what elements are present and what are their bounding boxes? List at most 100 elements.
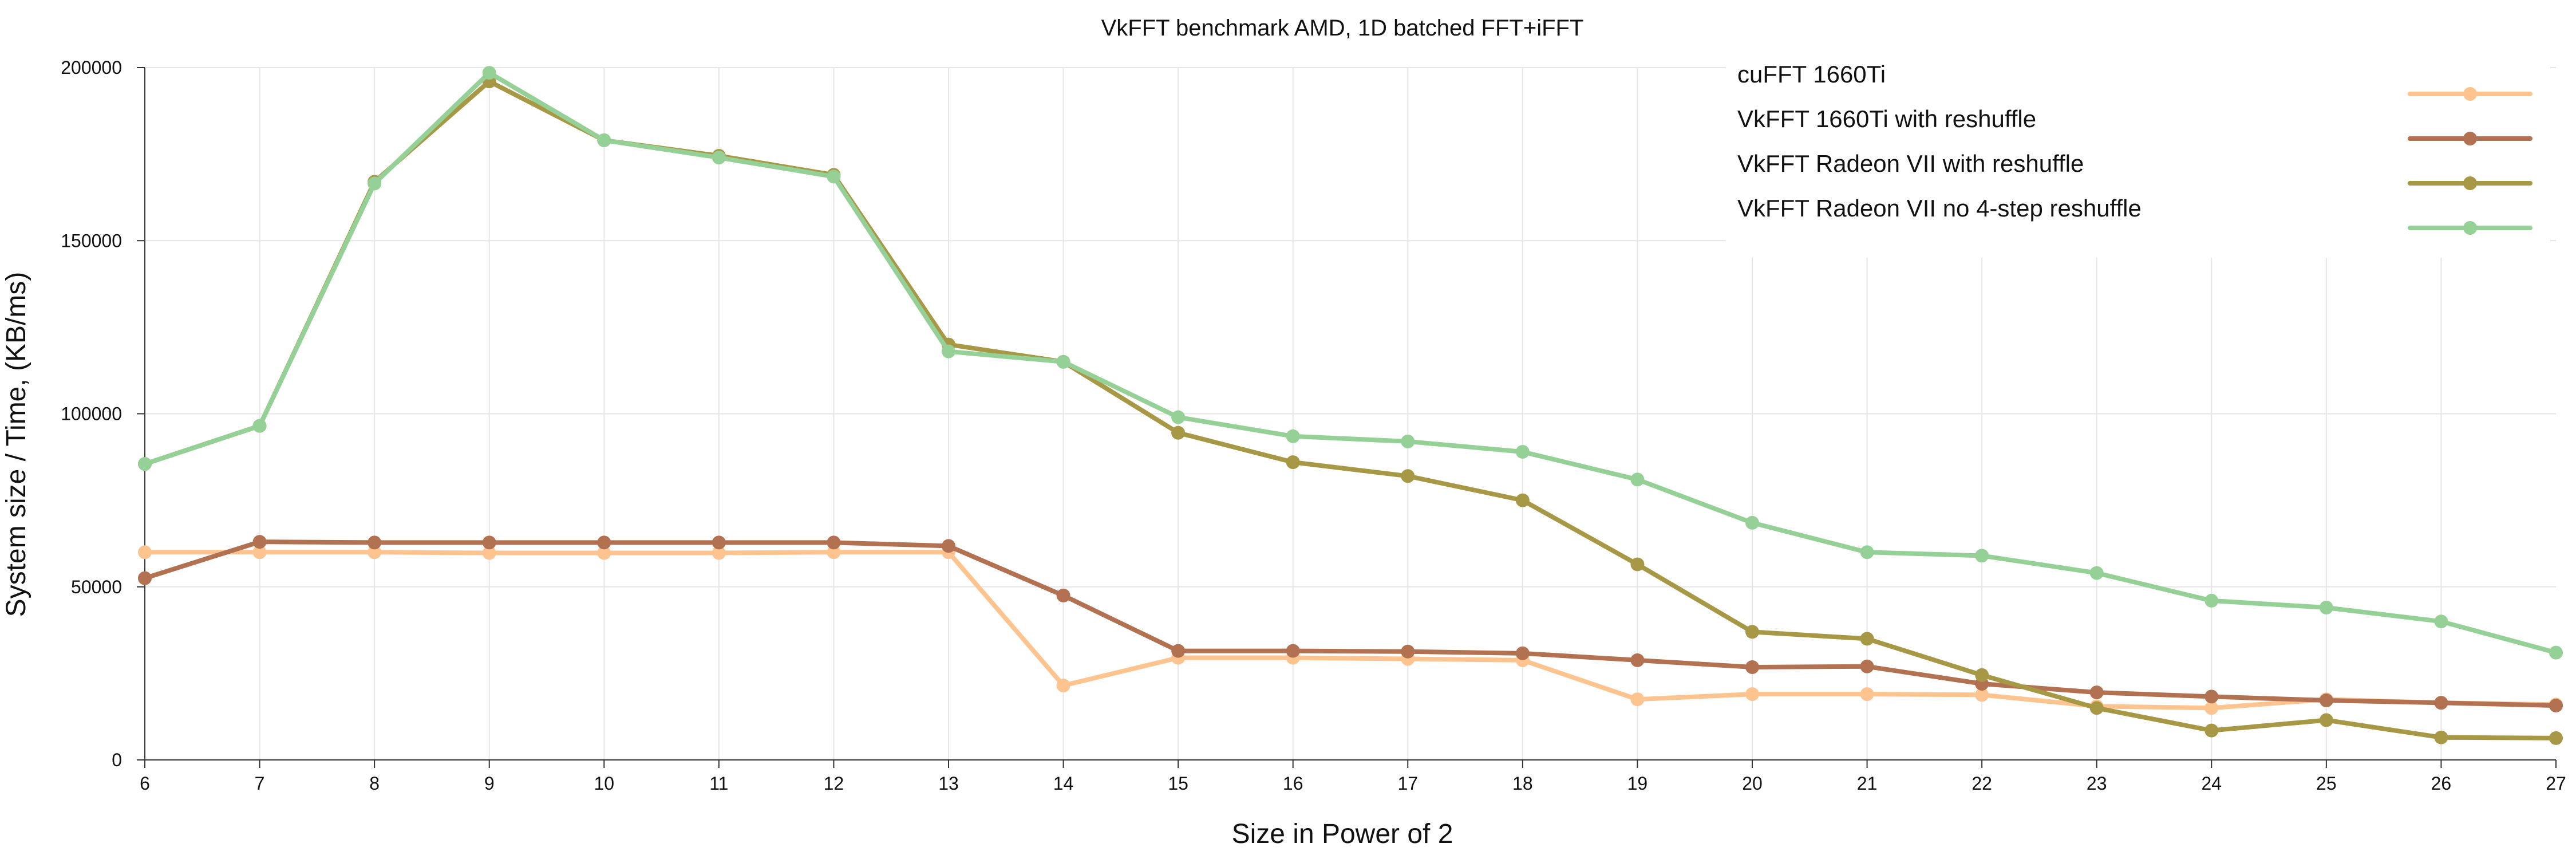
data-point <box>1401 434 1415 448</box>
x-tick-label: 7 <box>255 773 265 794</box>
series-line <box>143 70 2558 655</box>
data-point <box>1401 469 1415 483</box>
legend-swatch-marker <box>2463 176 2477 190</box>
x-tick-label: 25 <box>2316 773 2337 794</box>
data-point <box>482 546 496 560</box>
data-point <box>252 419 267 433</box>
data-point <box>712 546 726 560</box>
y-axis-label: System size / Time, (KB/ms) <box>1 272 31 617</box>
legend-label: VkFFT Radeon VII no 4-step reshuffle <box>1737 195 2142 222</box>
data-point <box>827 535 841 550</box>
chart-title: VkFFT benchmark AMD, 1D batched FFT+iFFT <box>1101 15 1584 41</box>
data-point <box>2204 701 2219 715</box>
data-point <box>252 535 267 549</box>
x-tick-label: 13 <box>938 773 959 794</box>
grid <box>145 67 2556 760</box>
data-point <box>2089 566 2104 580</box>
data-point <box>482 66 496 80</box>
data-point <box>1975 688 1989 702</box>
data-point <box>2204 723 2219 738</box>
data-point <box>1171 644 1186 658</box>
data-point <box>368 545 382 559</box>
data-point <box>2319 601 2333 615</box>
legend: cuFFT 1660Ti VkFFT 1660Ti with reshuffle V… <box>1726 52 2550 258</box>
data-point <box>2434 614 2448 629</box>
y-tick-label: 150000 <box>61 230 122 251</box>
data-point <box>138 457 152 471</box>
data-point <box>712 151 726 165</box>
data-point <box>1515 493 1530 507</box>
legend-swatch-marker <box>2463 87 2477 101</box>
data-point <box>138 545 152 559</box>
data-point <box>368 176 382 191</box>
data-point <box>2319 693 2333 708</box>
x-tick-label: 27 <box>2546 773 2566 794</box>
data-point <box>1630 653 1645 667</box>
legend-label: VkFFT 1660Ti with reshuffle <box>1737 105 2036 132</box>
legend-item: VkFFT Radeon VII no 4-step reshuffle <box>1737 195 2532 235</box>
data-point <box>2204 593 2219 608</box>
x-tick-label: 19 <box>1627 773 1648 794</box>
data-point <box>1745 687 1759 702</box>
x-tick-labels: 6 7 8 9 10 11 12 13 14 15 16 17 18 19 20 21 22 23 24 25 26 27 <box>140 773 2566 794</box>
x-tick-label: 23 <box>2087 773 2107 794</box>
x-tick-label: 8 <box>369 773 380 794</box>
data-point <box>2549 731 2563 745</box>
data-point <box>368 535 382 550</box>
data-point <box>2204 689 2219 704</box>
legend-label: VkFFT Radeon VII with reshuffle <box>1737 150 2084 177</box>
legend-swatch-marker <box>2463 132 2477 145</box>
data-point <box>2089 701 2104 715</box>
data-point <box>252 545 267 559</box>
data-point <box>1286 429 1300 443</box>
legend-label: cuFFT 1660Ti <box>1737 61 1886 88</box>
y-tick-label: 200000 <box>61 57 122 78</box>
data-point <box>1860 687 1874 702</box>
x-tick-label: 6 <box>140 773 150 794</box>
x-tick-label: 26 <box>2431 773 2452 794</box>
x-tick-label: 21 <box>1857 773 1878 794</box>
series-4 <box>138 66 2563 660</box>
series-line <box>143 539 2558 708</box>
data-point <box>1171 425 1186 440</box>
legend-item: VkFFT 1660Ti with reshuffle <box>1737 105 2532 145</box>
series-line <box>143 550 2558 711</box>
data-point <box>712 535 726 550</box>
x-tick-label: 11 <box>709 773 728 794</box>
data-point <box>1056 588 1070 602</box>
legend-item: VkFFT Radeon VII with reshuffle <box>1737 150 2532 190</box>
data-point <box>1975 668 1989 682</box>
data-point <box>942 539 955 553</box>
data-point <box>1860 659 1874 673</box>
legend-item: cuFFT 1660Ti <box>1737 61 2532 101</box>
data-point <box>2434 696 2448 710</box>
data-point <box>2549 645 2563 660</box>
data-point <box>1860 545 1874 559</box>
data-point <box>827 170 841 184</box>
data-point <box>2319 713 2333 727</box>
legend-background <box>1726 52 2550 258</box>
data-point <box>1745 660 1759 674</box>
data-point <box>1630 472 1645 487</box>
series-line <box>143 79 2558 740</box>
legend-swatch-marker <box>2463 221 2477 235</box>
data-point <box>2434 730 2448 744</box>
data-point <box>1286 455 1300 470</box>
x-tick-label: 9 <box>484 773 495 794</box>
data-point <box>1515 646 1530 660</box>
data-point <box>597 535 611 550</box>
series-lines <box>138 66 2563 745</box>
data-point <box>1630 692 1645 707</box>
y-tick-label: 100000 <box>61 404 122 424</box>
x-axis-label: Size in Power of 2 <box>1232 819 1453 849</box>
data-point <box>1745 625 1759 639</box>
data-point <box>942 344 955 358</box>
x-tick-label: 16 <box>1283 773 1303 794</box>
data-point <box>2089 685 2104 700</box>
x-tick-label: 10 <box>594 773 614 794</box>
data-point <box>597 546 611 560</box>
x-tick-label: 14 <box>1053 773 1074 794</box>
x-tick-label: 20 <box>1742 773 1763 794</box>
data-point <box>1515 444 1530 459</box>
x-tick-label: 12 <box>824 773 844 794</box>
